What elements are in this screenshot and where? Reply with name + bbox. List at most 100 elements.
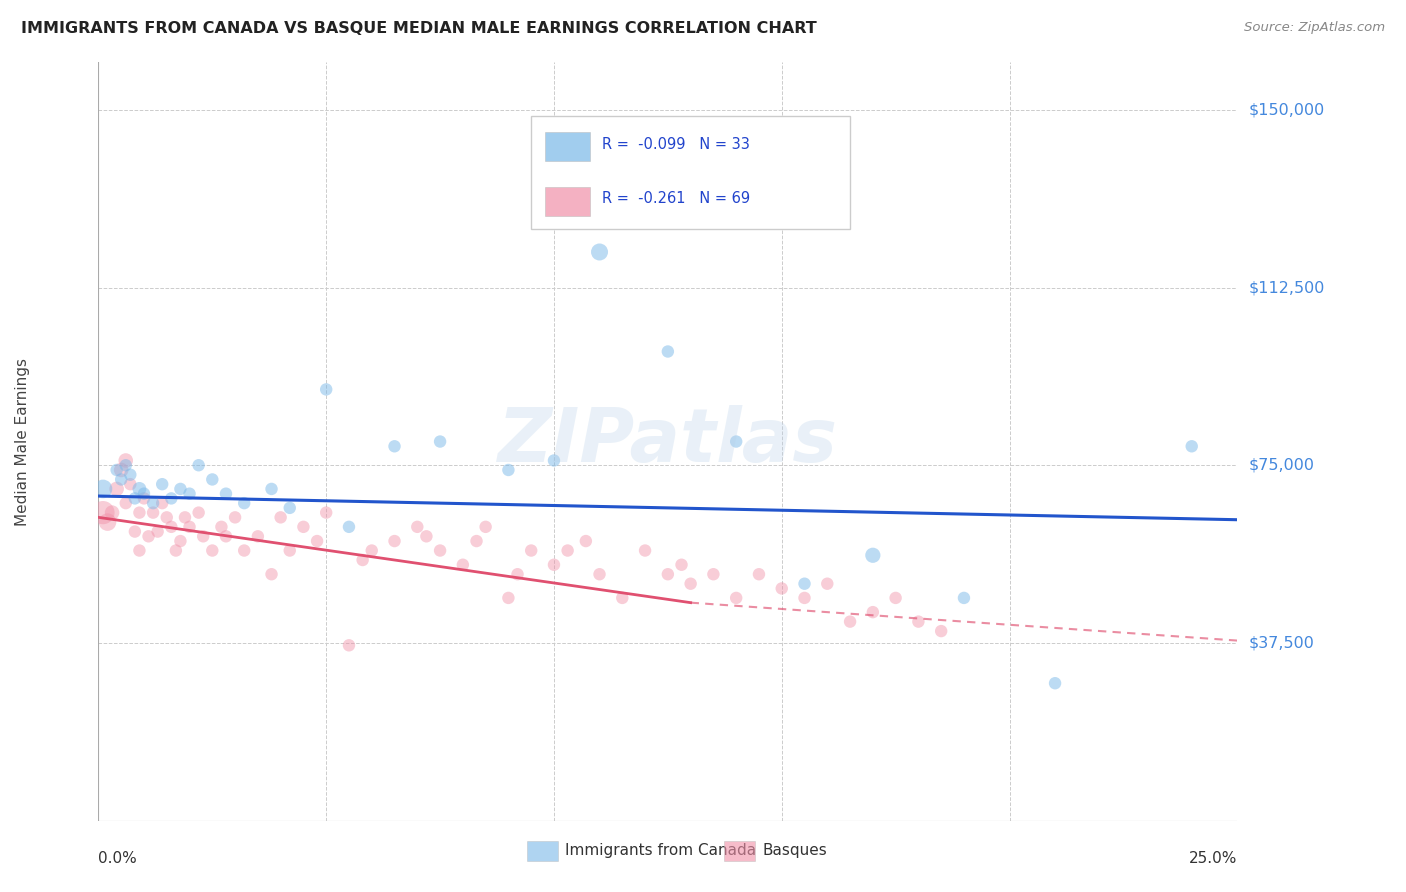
Point [702,567,724,582]
Point [260,567,283,582]
Point [110,463,132,477]
Point [105,463,128,477]
Point [384,534,406,549]
Point [337,638,360,652]
Point [907,615,929,629]
Point [520,543,543,558]
Point [575,534,598,549]
Point [815,576,838,591]
Text: Median Male Earnings: Median Male Earnings [14,358,30,525]
Text: Basques: Basques [762,844,827,858]
Point [246,529,269,543]
Point [187,458,209,473]
Point [679,576,702,591]
Point [498,591,520,605]
Point [612,591,634,605]
Point [543,558,565,572]
Point [201,543,224,558]
Point [124,524,146,539]
Point [270,510,292,524]
Point [929,624,952,639]
Point [506,567,529,582]
Point [169,482,191,496]
Point [278,543,301,558]
Point [793,591,815,605]
Point [114,496,136,510]
Point [1181,439,1204,453]
Point [278,500,301,515]
Point [384,439,406,453]
Point [160,491,183,506]
Text: R =  -0.261   N = 69: R = -0.261 N = 69 [602,192,749,206]
Point [179,486,201,500]
Point [474,520,496,534]
Point [156,510,179,524]
Text: $150,000: $150,000 [1249,103,1324,118]
Text: IMMIGRANTS FROM CANADA VS BASQUE MEDIAN MALE EARNINGS CORRELATION CHART: IMMIGRANTS FROM CANADA VS BASQUE MEDIAN … [21,21,817,36]
Point [465,534,488,549]
Point [233,496,256,510]
Point [120,467,142,482]
Point [588,244,610,259]
Point [839,615,862,629]
Point [657,344,679,359]
Point [498,463,520,477]
Point [128,506,150,520]
Point [101,506,124,520]
Point [315,383,337,397]
Point [224,510,246,524]
Point [142,506,165,520]
Text: $37,500: $37,500 [1249,635,1315,650]
FancyBboxPatch shape [546,132,591,161]
Point [415,529,437,543]
Point [352,553,374,567]
Text: R =  -0.099   N = 33: R = -0.099 N = 33 [602,136,749,152]
Point [725,591,748,605]
Point [862,548,884,563]
Point [169,534,191,549]
Point [588,567,610,582]
Point [657,567,679,582]
Point [138,529,160,543]
Point [132,486,155,500]
Point [150,477,173,491]
Point [193,529,215,543]
Point [557,543,579,558]
Point [260,482,283,496]
Point [91,506,114,520]
Point [150,496,173,510]
Point [793,576,815,591]
Point [215,486,238,500]
Point [307,534,329,549]
Point [884,591,907,605]
Point [142,496,165,510]
Text: Immigrants from Canada: Immigrants from Canada [565,844,756,858]
Text: $75,000: $75,000 [1249,458,1315,473]
Point [128,482,150,496]
Point [179,520,201,534]
Point [114,453,136,467]
Point [233,543,256,558]
Point [132,491,155,506]
Point [187,506,209,520]
Point [201,473,224,487]
Point [160,520,183,534]
Point [174,510,197,524]
Point [91,482,114,496]
Point [671,558,693,572]
Point [146,524,169,539]
Point [953,591,976,605]
Point [451,558,474,572]
Point [209,520,232,534]
Point [114,458,136,473]
Point [120,477,142,491]
Point [1043,676,1066,690]
Point [315,506,337,520]
Point [725,434,748,449]
Text: Source: ZipAtlas.com: Source: ZipAtlas.com [1244,21,1385,34]
Point [105,482,128,496]
Text: ZIPatlas: ZIPatlas [498,405,838,478]
Point [748,567,770,582]
Point [543,453,565,467]
Point [429,434,451,449]
